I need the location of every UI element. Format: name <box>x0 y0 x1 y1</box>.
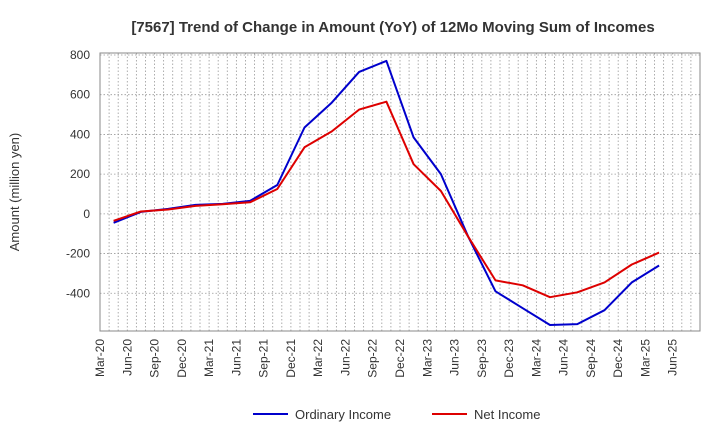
x-tick-label: Mar-22 <box>311 339 325 377</box>
x-tick-label: Sep-24 <box>584 339 598 378</box>
x-tick-label: Jun-24 <box>557 339 571 376</box>
x-tick-label: Jun-21 <box>229 339 243 376</box>
y-tick-label: 400 <box>70 127 90 141</box>
x-tick-label: Dec-22 <box>393 339 407 378</box>
y-tick-label: 800 <box>70 48 90 62</box>
x-tick-label: Jun-23 <box>448 339 462 376</box>
y-tick-label: 600 <box>70 88 90 102</box>
x-tick-label: Sep-23 <box>475 339 489 378</box>
x-tick-label: Sep-20 <box>148 339 162 378</box>
x-tick-label: Jun-22 <box>338 339 352 376</box>
plot-frame <box>99 52 701 332</box>
grid-layer <box>100 53 700 331</box>
x-tick-label: Dec-21 <box>284 339 298 378</box>
axis-layer: -400 -200 0 200 400 600 800 Mar-20 Jun-20 Sep-20 D… <box>66 48 680 378</box>
legend-label: Ordinary Income <box>295 407 391 422</box>
x-tick-label: Dec-24 <box>611 339 625 378</box>
x-tick-label: Sep-21 <box>257 339 271 378</box>
x-tick-label: Sep-22 <box>366 339 380 378</box>
x-tick-label: Mar-21 <box>202 339 216 377</box>
x-tick-label: Mar-24 <box>529 339 543 377</box>
y-tick-label: -200 <box>66 247 90 261</box>
plot-area <box>100 53 700 331</box>
series-layer <box>113 59 660 326</box>
x-tick-label: Dec-20 <box>175 339 189 378</box>
y-axis-title: Amount (million yen) <box>7 133 22 252</box>
y-tick-label: 200 <box>70 167 90 181</box>
legend: Ordinary Income Net Income <box>253 407 540 422</box>
x-tick-label: Jun-20 <box>120 339 134 376</box>
x-tick-label: Mar-25 <box>638 339 652 377</box>
chart-title: [7567] Trend of Change in Amount (YoY) o… <box>131 19 654 36</box>
y-tick-label: -400 <box>66 286 90 300</box>
series-line-net-income <box>113 100 660 299</box>
legend-label: Net Income <box>474 407 540 422</box>
x-tick-label: Mar-20 <box>93 339 107 377</box>
y-tick-label: 0 <box>83 207 90 221</box>
x-tick-label: Mar-23 <box>420 339 434 377</box>
x-tick-label: Dec-23 <box>502 339 516 378</box>
x-tick-label: Jun-25 <box>666 339 680 376</box>
